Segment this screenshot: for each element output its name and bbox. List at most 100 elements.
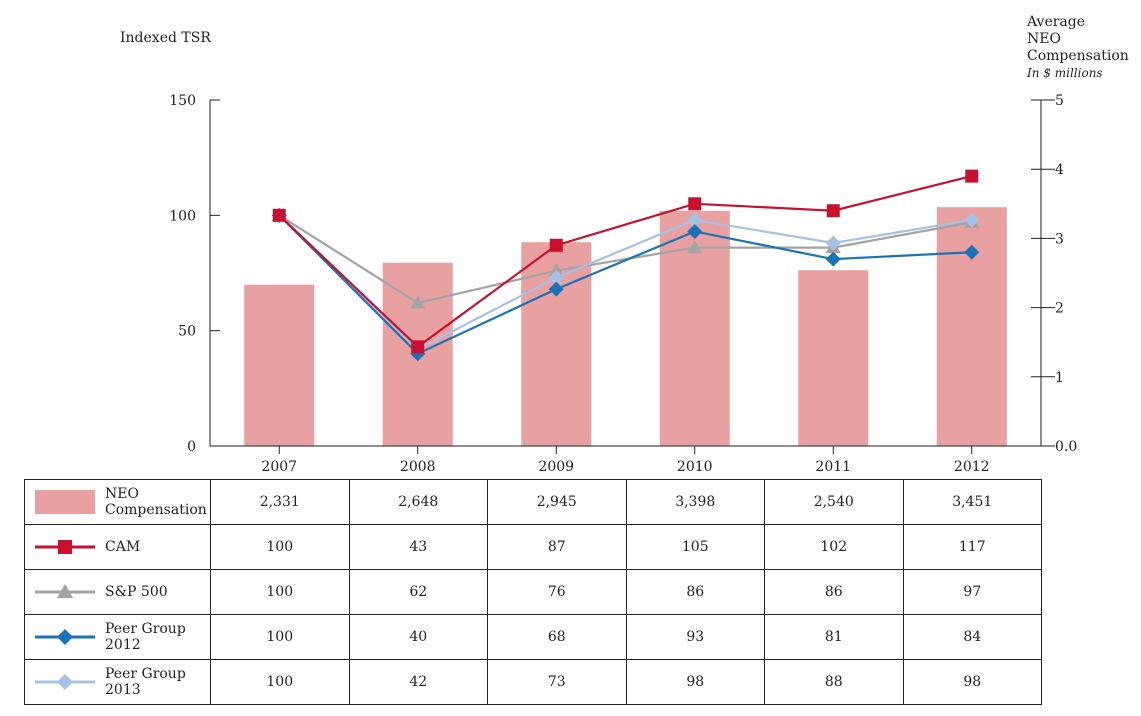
cam-point [272, 208, 286, 222]
cam-point [549, 238, 563, 252]
table-cell: 2,331 [210, 479, 350, 525]
right-axis-title-line: NEO [1027, 31, 1061, 47]
cam-point [826, 204, 840, 218]
peer-group-2013-point [964, 212, 980, 228]
table-cell: 100 [210, 569, 350, 615]
legend-marker [58, 540, 72, 554]
table-cell: 3,451 [902, 479, 1042, 525]
cam-point [411, 340, 425, 354]
table-row: Peer Group 2012 100 40 68 93 81 84 [24, 614, 1042, 660]
right-tick-label: 5 [1055, 93, 1064, 109]
table-cell: 84 [902, 614, 1042, 660]
legend-label: S&P 500 [105, 584, 168, 600]
table-cell: 43 [348, 524, 488, 570]
s-p-500-point [548, 263, 564, 277]
table-cell: 76 [487, 569, 627, 615]
right-tick-label: 3 [1055, 231, 1064, 247]
legend-swatch [35, 490, 95, 514]
table-cell: 40 [348, 614, 488, 660]
data-table: NEO Compensation 2,331 2,648 2,945 3,398 2,54… [24, 479, 1042, 705]
peer-group-2012-point [548, 281, 564, 297]
neo-compensation-bar [244, 284, 315, 446]
cam-point [965, 169, 979, 183]
legend-swatch [35, 629, 95, 645]
table-cell: 2,648 [348, 479, 488, 525]
right-axis-unit: In $ millions [1027, 66, 1103, 80]
table-cell: 100 [210, 614, 350, 660]
legend-swatch [35, 584, 95, 598]
legend-label: CAM [105, 539, 141, 555]
legend-bar-swatch [35, 490, 95, 514]
neo-compensation-bar [798, 270, 869, 446]
table-cell: 2,945 [487, 479, 627, 525]
table-cell: 98 [902, 659, 1042, 705]
neo-compensation-bar [936, 207, 1007, 446]
peer-group-2012-point [964, 244, 980, 260]
table-cell: 100 [210, 659, 350, 705]
table-cell: 93 [625, 614, 765, 660]
table-cell: 97 [902, 569, 1042, 615]
table-row: CAM 100 43 87 105 102 117 [24, 524, 1042, 570]
table-cell: 102 [764, 524, 904, 570]
table-cell: 86 [625, 569, 765, 615]
x-tick-label: 2011 [815, 459, 851, 475]
table-row: NEO Compensation 2,331 2,648 2,945 3,398 2,54… [24, 479, 1042, 525]
peer-group-2013-point [548, 270, 564, 286]
legend-swatch [35, 674, 95, 690]
peer-group-2012-point [687, 223, 703, 239]
x-tick-label: 2012 [954, 459, 990, 475]
right-tick-label: 2 [1055, 301, 1064, 317]
right-axis-title-line: Average [1027, 14, 1086, 30]
s-p-500-point [410, 295, 426, 309]
legend-cell: Peer Group 2013 [24, 659, 211, 705]
peer-group-2012-line [278, 214, 972, 356]
x-tick-label: 2007 [261, 459, 297, 475]
cam-point [688, 197, 702, 211]
right-tick-label: 0.0 [1055, 439, 1077, 455]
legend-cell: NEO Compensation [24, 479, 211, 525]
legend-cell: CAM [24, 524, 211, 570]
x-tick-label: 2008 [400, 459, 436, 475]
right-axis-title: Average NEO Compensation In $ millions [1027, 14, 1129, 82]
legend-label: NEO Compensation [105, 486, 207, 518]
table-cell: 3,398 [625, 479, 765, 525]
legend-cell: Peer Group 2012 [24, 614, 211, 660]
left-axis-title: Indexed TSR [120, 30, 211, 46]
table-cell: 86 [764, 569, 904, 615]
x-tick-label: 2010 [677, 459, 713, 475]
cam-line [278, 175, 973, 349]
peer-group-2013-point [825, 235, 841, 251]
table-cell: 42 [348, 659, 488, 705]
table-cell: 73 [487, 659, 627, 705]
table-cell: 100 [210, 524, 350, 570]
legend-label: Peer Group 2012 [105, 621, 186, 653]
legend-swatch [35, 540, 95, 554]
peer-group-2012-point [825, 251, 841, 267]
left-tick-label: 50 [178, 324, 196, 340]
table-cell: 2,540 [764, 479, 904, 525]
legend-marker [57, 629, 73, 645]
x-tick-label: 2009 [538, 459, 574, 475]
legend-label: Peer Group 2013 [105, 666, 186, 698]
legend-cell: S&P 500 [24, 569, 211, 615]
table-cell: 117 [902, 524, 1042, 570]
legend-marker [57, 674, 73, 690]
table-cell: 62 [348, 569, 488, 615]
table-cell: 87 [487, 524, 627, 570]
left-tick-label: 150 [169, 93, 196, 109]
peer-group-2013-point [687, 212, 703, 228]
table-cell: 105 [625, 524, 765, 570]
table-cell: 81 [764, 614, 904, 660]
table-row: S&P 500 100 62 76 86 86 97 [24, 569, 1042, 615]
table-cell: 68 [487, 614, 627, 660]
peer-group-2013-line [278, 214, 972, 351]
left-tick-label: 0 [187, 439, 196, 455]
table-row: Peer Group 2013 100 42 73 98 88 98 [24, 659, 1042, 705]
right-tick-label: 1 [1055, 370, 1064, 386]
left-tick-label: 100 [169, 208, 196, 224]
right-tick-label: 4 [1055, 162, 1064, 178]
table-cell: 98 [625, 659, 765, 705]
table-cell: 88 [764, 659, 904, 705]
legend-marker [57, 584, 73, 598]
